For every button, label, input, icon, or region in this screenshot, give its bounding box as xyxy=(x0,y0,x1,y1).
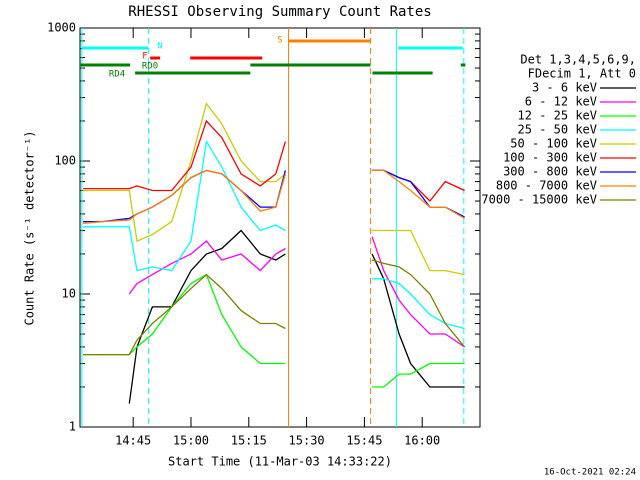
y-tick-label: 100 xyxy=(54,154,76,168)
flag-label: S xyxy=(277,36,282,46)
timestamp: 16-Oct-2021 02:24 xyxy=(544,468,636,478)
plot-frame xyxy=(79,27,481,428)
x-tick-label: 16:00 xyxy=(404,434,440,448)
series-line xyxy=(128,229,465,404)
series-line xyxy=(128,236,465,348)
x-tick-label: 15:30 xyxy=(289,434,325,448)
legend-label: 3 - 6 keV xyxy=(532,81,597,95)
legend-label: 800 - 7000 keV xyxy=(496,179,597,193)
x-tick-label: 15:45 xyxy=(346,434,382,448)
series-line xyxy=(83,102,465,276)
flag-label: RD4 xyxy=(109,70,125,80)
y-axis-label: Count Rate (s⁻¹ detector⁻¹) xyxy=(23,130,37,325)
flag-label: N xyxy=(157,42,162,52)
x-axis-label: Start Time (11-Mar-03 14:33:22) xyxy=(168,455,392,469)
legend-label: 12 - 25 keV xyxy=(518,109,597,123)
series-line xyxy=(83,139,465,330)
legend-label: 300 - 800 keV xyxy=(503,165,597,179)
x-tick-label: 14:45 xyxy=(115,434,151,448)
x-tick-label: 15:00 xyxy=(173,434,209,448)
x-tick-label: 15:15 xyxy=(231,434,267,448)
chart-title: RHESSI Observing Summary Count Rates xyxy=(128,4,431,20)
series-line xyxy=(83,169,465,224)
legend-header: FDecim 1, Att 0 xyxy=(528,67,636,81)
legend-label: 50 - 100 keV xyxy=(510,137,597,151)
legend-label: 100 - 300 keV xyxy=(503,151,597,165)
series-line xyxy=(83,169,465,223)
y-tick-label: 1000 xyxy=(47,21,76,35)
legend-header: Det 1,3,4,5,6,9, xyxy=(520,53,636,67)
legend-label: 25 - 50 keV xyxy=(518,123,597,137)
series-line xyxy=(83,119,465,202)
y-tick-label: 1 xyxy=(69,420,76,434)
series-line xyxy=(83,259,466,356)
flag-label: RD0 xyxy=(142,62,158,72)
flag-label: F xyxy=(142,52,147,62)
legend-label: 7000 - 15000 keV xyxy=(481,193,597,207)
y-tick-label: 10 xyxy=(62,287,76,301)
legend-label: 6 - 12 keV xyxy=(525,95,597,109)
